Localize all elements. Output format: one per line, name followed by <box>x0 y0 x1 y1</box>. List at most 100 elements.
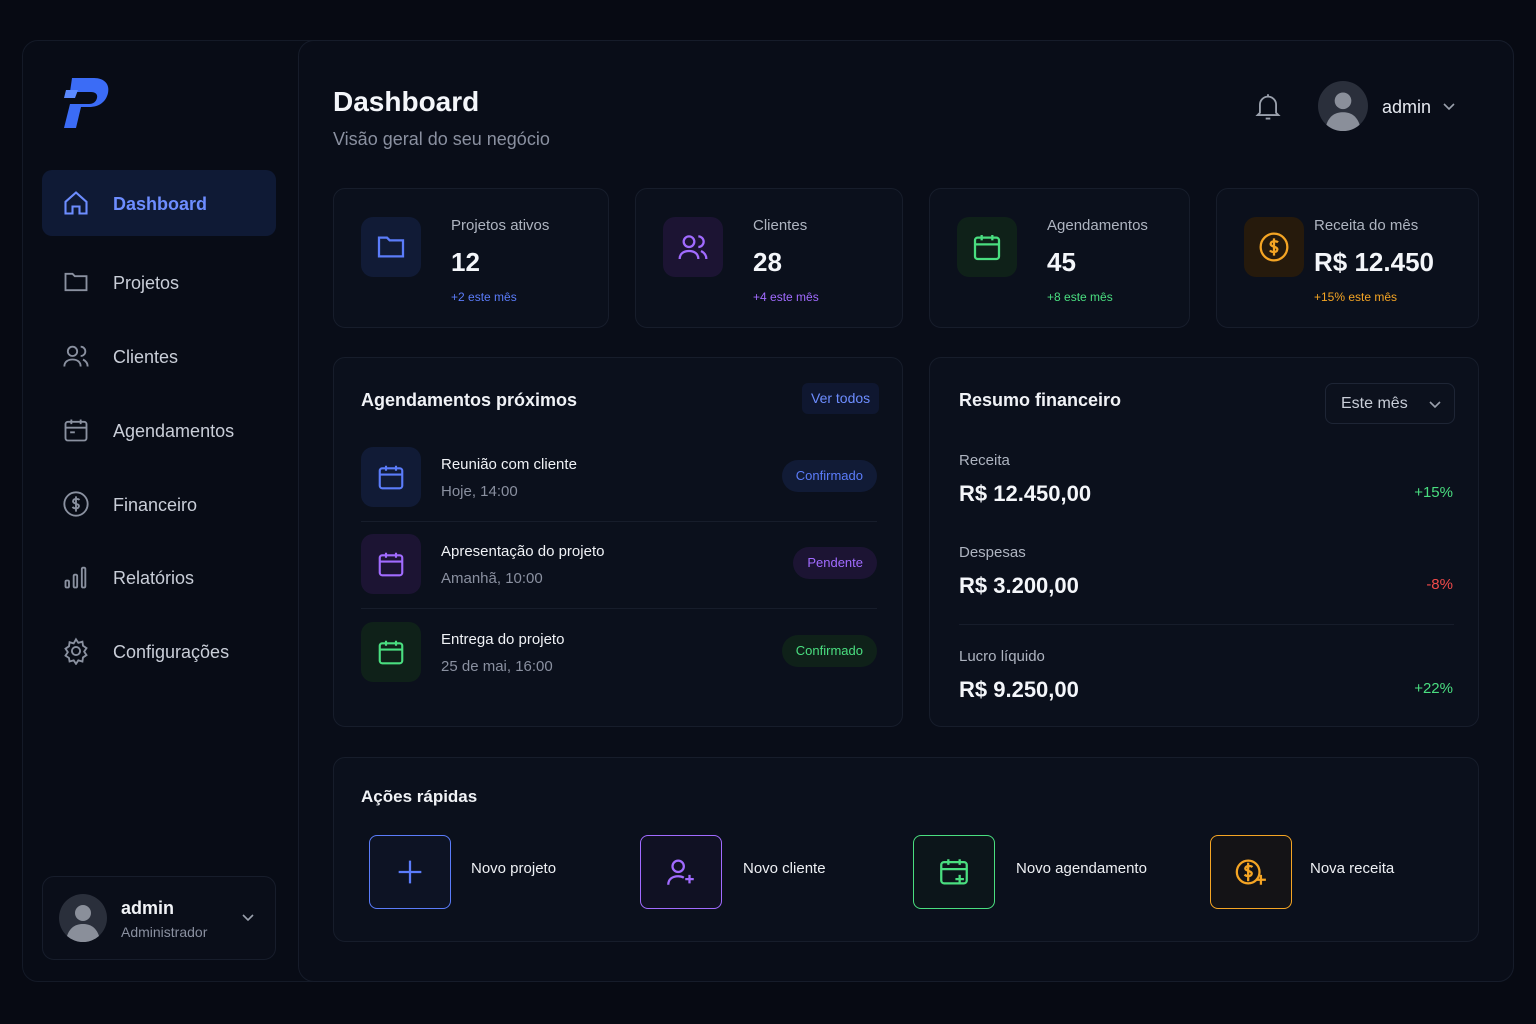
finance-label: Receita <box>959 452 1010 469</box>
quick-action-label[interactable]: Novo projeto <box>471 860 557 877</box>
money-icon <box>63 491 89 517</box>
status-badge: Pendente <box>793 547 877 579</box>
header-user[interactable]: admin <box>1382 97 1432 117</box>
money-icon <box>1259 232 1289 262</box>
finance-label: Despesas <box>959 544 1026 561</box>
finance-change: +22% <box>1414 680 1453 697</box>
cal-icon <box>378 640 404 665</box>
quick-action-label[interactable]: Novo agendamento <box>1016 860 1147 877</box>
stat-label: Clientes <box>753 217 808 234</box>
finance-value: R$ 9.250,00 <box>959 677 1079 702</box>
nav-item[interactable]: Agendamentos <box>42 397 276 463</box>
finance-panel: Resumo financeiro Este mês <box>929 357 1479 727</box>
stat-value: 12 <box>451 247 480 277</box>
nav-label: Projetos <box>113 273 180 293</box>
nav-item[interactable]: Dashboard <box>42 170 276 236</box>
nav-label: Financeiro <box>113 495 198 515</box>
icon-box <box>361 622 421 682</box>
stat-value: R$ 12.450 <box>1314 247 1434 277</box>
appointment-title[interactable]: Entrega do projeto <box>441 631 565 648</box>
page-title: Dashboard <box>333 86 480 117</box>
quick-action-button[interactable] <box>913 835 995 909</box>
stat-card[interactable]: Projetos ativos 12 +2 este mês <box>333 188 609 328</box>
avatar <box>59 894 107 942</box>
quick-actions-panel: Ações rápidas <box>333 757 1479 942</box>
nav-item[interactable]: Projetos <box>42 249 276 315</box>
stat-label: Agendamentos <box>1047 217 1148 234</box>
appointment-title[interactable]: Apresentação do projeto <box>441 543 605 560</box>
appointment-time: Amanhã, 10:00 <box>441 570 543 587</box>
appointment-time: Hoje, 14:00 <box>441 483 518 500</box>
cal-icon <box>378 552 404 577</box>
nav-label: Clientes <box>113 347 179 367</box>
stat-change: +15% este mês <box>1314 290 1398 304</box>
period-select[interactable]: Este mês <box>1325 383 1455 424</box>
appointment-time: 25 de mai, 16:00 <box>441 658 553 675</box>
stat-change: +8 este mês <box>1047 290 1113 304</box>
user-name: admin <box>121 898 175 918</box>
panel-title: Resumo financeiro <box>959 390 1122 410</box>
quick-action-label[interactable]: Novo cliente <box>743 860 826 877</box>
nav-item[interactable]: Relatórios <box>42 544 276 610</box>
page-subtitle: Visão geral do seu negócio <box>333 129 550 149</box>
status-badge: Confirmado <box>781 635 877 667</box>
appointment-title[interactable]: Reunião com cliente <box>441 456 577 473</box>
finance-label: Lucro líquido <box>959 648 1045 665</box>
stat-value: 45 <box>1047 247 1076 277</box>
calendar-icon <box>64 419 88 442</box>
user-role: Administrador <box>121 924 208 940</box>
action-icon <box>940 859 968 885</box>
icon-box <box>957 217 1017 277</box>
icon-box <box>361 217 421 277</box>
stat-card[interactable]: Receita do mês R$ 12.450 +15% este mês <box>1216 188 1479 328</box>
action-icon <box>398 860 422 884</box>
finance-change: -8% <box>1426 576 1453 593</box>
stat-value: 28 <box>753 247 782 277</box>
folder-icon <box>64 272 88 292</box>
header-avatar[interactable] <box>1318 81 1368 131</box>
view-all-button[interactable]: Ver todos <box>802 383 880 414</box>
home-icon <box>64 191 88 215</box>
stat-label: Receita do mês <box>1314 217 1419 234</box>
panel-title: Agendamentos próximos <box>361 390 578 410</box>
folder-icon <box>377 236 405 258</box>
nav-label: Configurações <box>113 642 230 662</box>
period-label: Este mês <box>1341 395 1408 412</box>
chevron <box>242 914 254 922</box>
finance-change: +15% <box>1414 484 1453 501</box>
chevron <box>1429 401 1441 409</box>
panel-title: Ações rápidas <box>361 787 478 806</box>
nav-item[interactable]: Configurações <box>42 618 276 684</box>
nav-item[interactable]: Financeiro <box>42 471 276 537</box>
stat-label: Projetos ativos <box>451 217 550 234</box>
stat-card[interactable]: Agendamentos 45 +8 este mês <box>929 188 1190 328</box>
icon-box <box>663 217 723 277</box>
users-icon <box>678 235 708 260</box>
stat-change: +4 este mês <box>753 290 819 304</box>
status-badge: Confirmado <box>781 460 877 492</box>
stat-card[interactable]: Clientes 28 +4 este mês <box>635 188 903 328</box>
logo[interactable] <box>62 76 112 130</box>
finance-value: R$ 3.200,00 <box>959 573 1079 598</box>
nav-label: Relatórios <box>113 568 195 588</box>
stat-change: +2 este mês <box>451 290 517 304</box>
user-card[interactable]: admin Administrador <box>42 876 276 960</box>
chart-icon <box>64 566 87 589</box>
quick-action-label[interactable]: Nova receita <box>1310 860 1395 877</box>
divider <box>361 521 877 522</box>
chevron <box>1443 103 1455 111</box>
cal-icon <box>378 465 404 490</box>
action-icon <box>1235 859 1266 885</box>
bell-icon[interactable] <box>1254 92 1282 122</box>
divider <box>959 624 1454 625</box>
gear-icon <box>64 637 88 665</box>
action-icon <box>667 859 694 885</box>
nav-label: Agendamentos <box>113 421 235 441</box>
users-icon <box>63 345 89 367</box>
nav-item[interactable]: Clientes <box>42 323 276 389</box>
icon-box <box>361 534 421 594</box>
nav-label: Dashboard <box>113 194 208 214</box>
icon-box <box>361 447 421 507</box>
